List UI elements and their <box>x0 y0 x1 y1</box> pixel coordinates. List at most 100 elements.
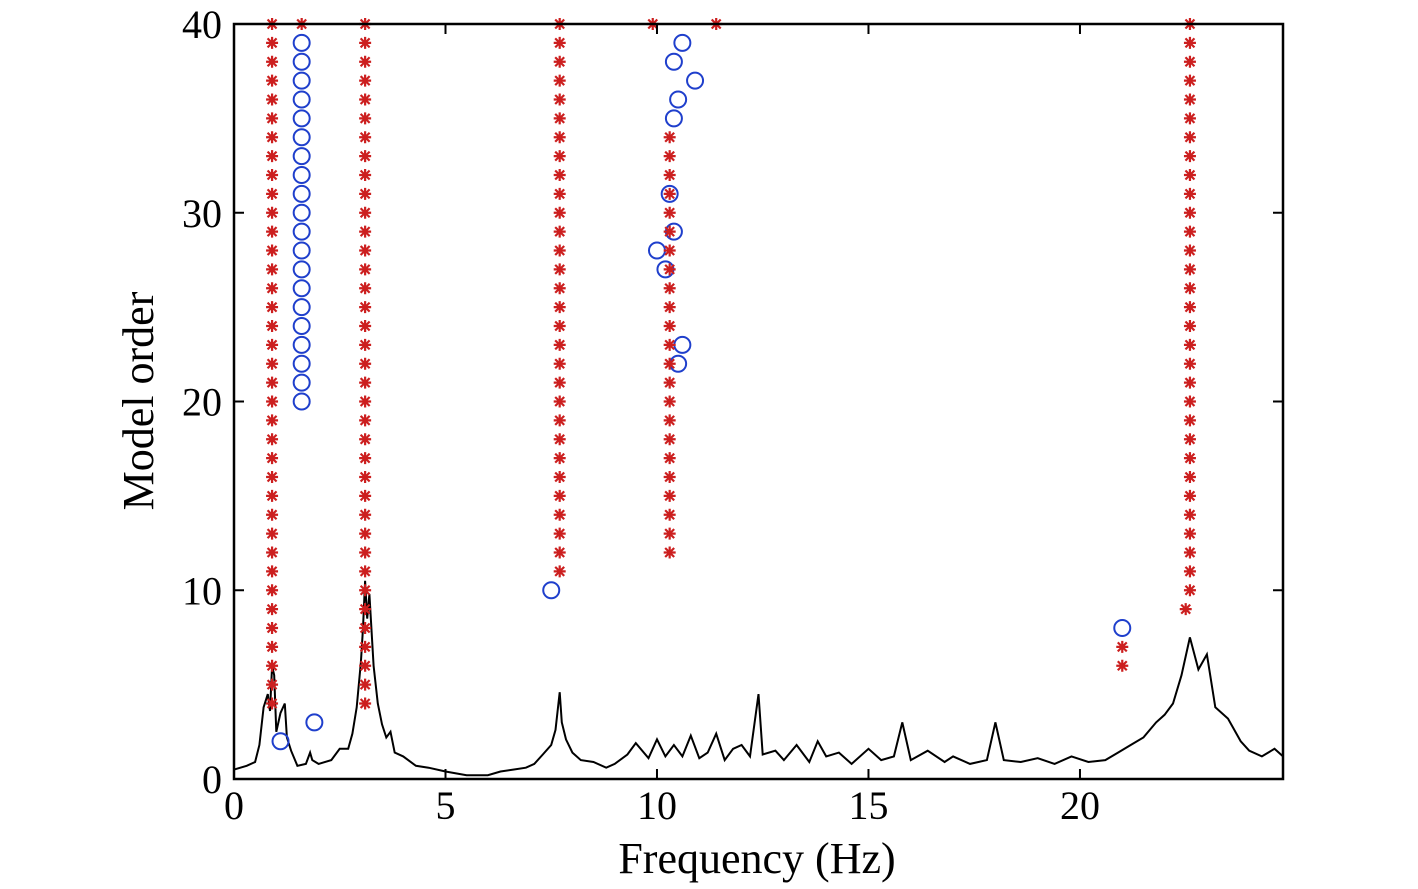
stable-pole-marker <box>553 452 566 465</box>
stable-pole-marker <box>359 244 372 257</box>
stable-pole-marker <box>359 414 372 427</box>
stable-pole-marker <box>1183 376 1196 389</box>
unstable-pole-marker <box>669 90 688 109</box>
stable-pole-marker <box>359 169 372 181</box>
stable-pole-marker <box>663 244 676 257</box>
x-axis-label: Frequency (Hz) <box>618 834 895 883</box>
stable-pole-marker <box>359 187 372 200</box>
stable-pole-marker <box>266 320 279 332</box>
stable-pole-marker <box>663 452 676 465</box>
stable-pole-marker <box>1183 169 1196 181</box>
stable-pole-marker <box>663 471 676 483</box>
unstable-pole-marker <box>292 147 311 166</box>
stable-pole-marker <box>359 263 372 276</box>
unstable-pole-marker <box>292 392 311 411</box>
stable-pole-marker <box>553 169 566 181</box>
stable-pole-marker <box>266 489 279 502</box>
stable-pole-marker <box>1183 489 1196 502</box>
stable-pole-marker <box>663 320 676 332</box>
stable-pole-marker <box>266 74 279 87</box>
unstable-pole-marker <box>292 184 311 203</box>
stable-pole-marker <box>1183 527 1196 540</box>
stable-pole-marker <box>553 112 566 125</box>
stable-pole-marker <box>553 320 566 332</box>
unstable-pole-marker <box>292 335 311 354</box>
stable-pole-marker <box>1116 659 1129 672</box>
axes-layer: 0 5 10 15 20 0 10 20 30 40 <box>182 2 1285 828</box>
stable-pole-marker <box>553 244 566 257</box>
stable-pole-marker <box>553 55 566 68</box>
x-tick-label: 0 <box>224 783 244 828</box>
stable-pole-marker <box>266 282 279 295</box>
stable-pole-marker <box>663 187 676 200</box>
stable-pole-marker <box>1183 150 1196 163</box>
stable-pole-marker <box>1183 433 1196 446</box>
stable-pole-marker <box>266 452 279 465</box>
unstable-pole-marker <box>292 109 311 128</box>
unstable-pole-marker <box>292 71 311 90</box>
stable-pole-marker <box>1183 225 1196 238</box>
unstable-pole-marker <box>292 354 311 373</box>
stable-pole-marker <box>359 452 372 465</box>
unstable-pole-marker <box>292 241 311 260</box>
stable-pole-marker <box>266 93 279 106</box>
stable-pole-marker <box>1183 263 1196 276</box>
stable-pole-marker <box>266 584 279 597</box>
unstable-pole-marker <box>292 90 311 109</box>
stable-pole-marker <box>553 301 566 314</box>
stable-pole-marker <box>553 36 566 49</box>
stable-pole-marker <box>553 282 566 295</box>
stable-pole-marker <box>553 225 566 238</box>
stable-pole-marker <box>266 263 279 276</box>
unstable-pole-marker <box>292 203 311 222</box>
stable-pole-marker <box>359 659 372 672</box>
stable-pole-marker <box>553 546 566 559</box>
stable-pole-marker <box>1183 55 1196 68</box>
stable-pole-marker <box>553 376 566 389</box>
stable-pole-marker <box>359 640 372 653</box>
stable-pole-marker <box>266 697 279 710</box>
unstable-pole-marker <box>292 166 311 184</box>
stable-pole-marker <box>359 546 372 559</box>
stable-pole-marker <box>1183 320 1196 332</box>
unstable-pole-marker <box>292 317 311 335</box>
stable-pole-marker <box>266 112 279 125</box>
unstable-pole-marker <box>664 109 683 128</box>
stable-pole-marker <box>1183 546 1196 559</box>
stable-pole-marker <box>359 206 372 219</box>
stable-pole-marker <box>266 225 279 238</box>
stable-pole-marker <box>663 225 676 238</box>
stable-pole-marker <box>359 131 372 144</box>
stable-pole-marker <box>1183 565 1196 578</box>
stable-pole-marker <box>266 338 279 351</box>
stable-pole-marker <box>266 678 279 691</box>
stable-pole-marker <box>359 527 372 540</box>
unstable-pole-marker <box>542 581 561 600</box>
stable-pole-marker <box>1183 357 1196 370</box>
stable-pole-marker <box>266 150 279 163</box>
unstable-pole-marker <box>292 128 311 147</box>
x-tick-label: 20 <box>1060 783 1100 828</box>
stable-pole-marker <box>1183 414 1196 427</box>
stable-pole-marker <box>359 584 372 597</box>
stable-pole-marker <box>553 93 566 106</box>
x-tick-label: 10 <box>637 783 677 828</box>
stable-pole-marker <box>663 169 676 181</box>
stable-pole-marker <box>553 74 566 87</box>
stable-pole-marker <box>663 301 676 314</box>
y-tick-label: 40 <box>182 2 222 47</box>
stable-pole-marker <box>553 187 566 200</box>
stable-pole-marker <box>1183 131 1196 144</box>
unstable-pole-marker <box>292 33 311 52</box>
stable-pole-marker <box>1183 395 1196 408</box>
stable-pole-marker <box>266 622 279 634</box>
stable-pole-marker <box>1183 471 1196 483</box>
stable-pole-marker <box>663 433 676 446</box>
unstable-pole-marker <box>292 52 311 71</box>
stable-pole-marker <box>359 301 372 314</box>
stable-pole-marker <box>359 93 372 106</box>
stable-pole-marker <box>266 376 279 389</box>
stable-pole-marker <box>359 433 372 446</box>
stable-pole-marker <box>663 357 676 370</box>
